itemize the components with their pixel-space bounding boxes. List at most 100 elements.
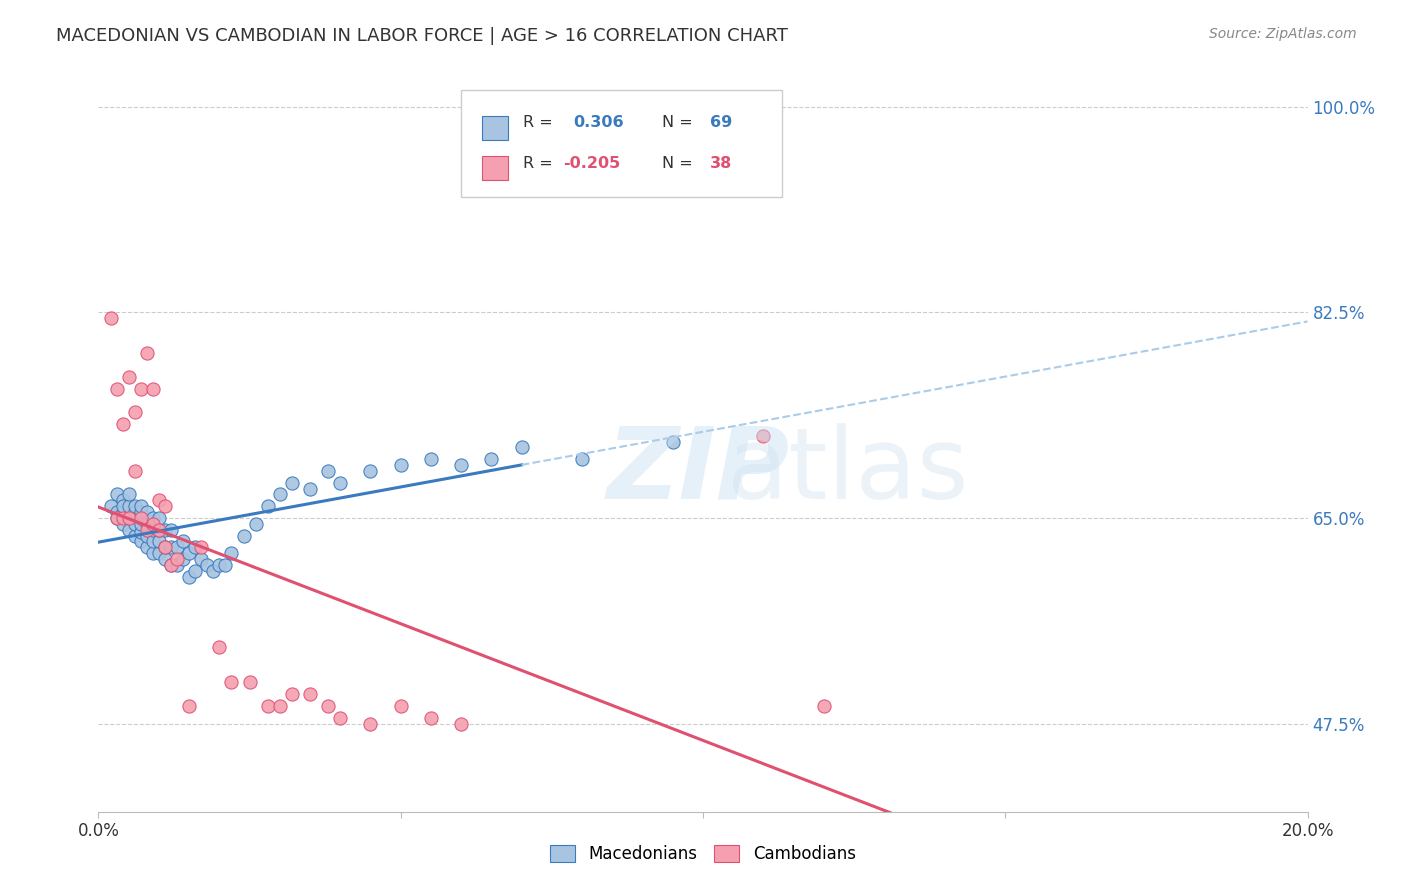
Point <box>256 698 278 713</box>
Point <box>190 552 212 566</box>
Point <box>135 523 157 537</box>
Point <box>360 464 382 478</box>
Point <box>148 534 170 549</box>
Point <box>172 552 194 566</box>
Point <box>124 528 146 542</box>
Point <box>172 534 194 549</box>
Point <box>148 523 170 537</box>
Point <box>142 534 165 549</box>
Point <box>160 558 183 572</box>
Text: atlas: atlas <box>727 423 969 520</box>
Point <box>177 698 201 713</box>
Point <box>129 516 152 531</box>
Point <box>195 558 218 572</box>
Point <box>105 487 128 501</box>
Point <box>135 541 157 555</box>
Point <box>135 528 157 542</box>
Point <box>661 434 683 449</box>
Point <box>208 558 231 572</box>
Point <box>124 499 146 513</box>
Point <box>142 546 165 560</box>
Point <box>135 346 157 360</box>
Point <box>100 311 122 326</box>
Point <box>153 552 176 566</box>
Point <box>153 499 176 513</box>
Point <box>177 570 201 584</box>
Point <box>148 546 170 560</box>
Point <box>105 511 128 525</box>
Point <box>129 534 152 549</box>
Point <box>153 541 176 555</box>
Point <box>256 499 278 513</box>
Legend: Macedonians, Cambodians: Macedonians, Cambodians <box>544 838 862 870</box>
Point <box>118 487 141 501</box>
Point <box>105 505 128 519</box>
Point <box>111 516 134 531</box>
Point <box>329 711 352 725</box>
Text: N =: N = <box>662 156 693 171</box>
Point <box>450 716 472 731</box>
Point <box>510 441 533 455</box>
Point <box>142 382 165 396</box>
Point <box>299 687 322 701</box>
Point <box>281 687 304 701</box>
Point <box>450 458 472 472</box>
Point <box>153 541 176 555</box>
Point <box>111 505 134 519</box>
Point <box>148 493 170 508</box>
Point <box>316 698 339 713</box>
Point <box>100 499 122 513</box>
Point <box>105 511 128 525</box>
Point <box>360 716 382 731</box>
Point <box>142 511 165 525</box>
Point <box>142 523 165 537</box>
Point <box>142 516 165 531</box>
Point <box>160 541 183 555</box>
Point <box>481 452 503 467</box>
Point <box>813 698 835 713</box>
Point <box>269 698 291 713</box>
Point <box>129 505 152 519</box>
Point <box>118 499 141 513</box>
Text: 0.306: 0.306 <box>574 115 624 130</box>
Point <box>419 452 441 467</box>
Point <box>281 475 304 490</box>
Point <box>148 523 170 537</box>
Text: R =: R = <box>523 115 553 130</box>
Point <box>166 558 188 572</box>
Point <box>166 552 188 566</box>
Text: 38: 38 <box>710 156 733 171</box>
Point <box>190 541 212 555</box>
FancyBboxPatch shape <box>482 116 509 140</box>
Point <box>239 675 262 690</box>
Point <box>124 505 146 519</box>
Point <box>202 564 225 578</box>
Point <box>316 464 339 478</box>
Point <box>118 511 141 525</box>
Point <box>124 516 146 531</box>
Point <box>269 487 291 501</box>
Point <box>153 523 176 537</box>
Point <box>214 558 236 572</box>
Text: 69: 69 <box>710 115 733 130</box>
Point <box>389 458 412 472</box>
FancyBboxPatch shape <box>482 156 509 180</box>
Point <box>208 640 231 655</box>
Text: N =: N = <box>662 115 693 130</box>
Point <box>148 511 170 525</box>
Point <box>329 475 352 490</box>
Point <box>111 417 134 431</box>
Point <box>184 564 207 578</box>
Point <box>105 382 128 396</box>
Point <box>129 511 152 525</box>
Point <box>135 505 157 519</box>
Point <box>232 528 254 542</box>
Point <box>571 452 593 467</box>
Point <box>177 546 201 560</box>
Point <box>124 405 146 419</box>
Point <box>129 382 152 396</box>
Point <box>111 511 134 525</box>
Point <box>299 482 322 496</box>
Point <box>160 523 183 537</box>
Point <box>160 558 183 572</box>
